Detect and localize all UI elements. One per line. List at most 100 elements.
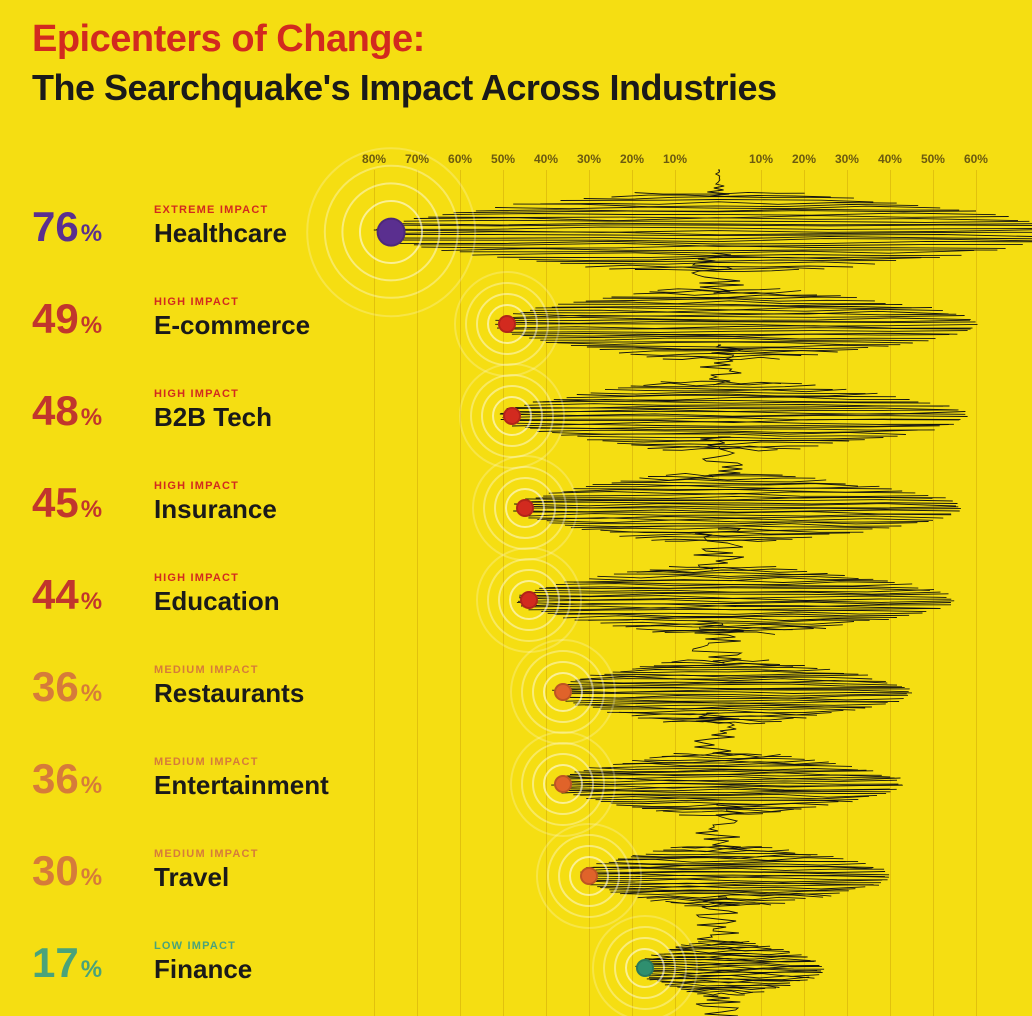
epicenter-dot: [516, 499, 534, 517]
seismograph-line: [589, 868, 885, 870]
seismograph-line: [649, 975, 815, 978]
seismograph-line: [521, 311, 949, 314]
seismograph-line: [648, 476, 796, 478]
seismograph-line: [707, 170, 729, 196]
seismograph-line: [507, 422, 954, 425]
percent-sign: %: [81, 220, 102, 248]
impact-tag: LOW IMPACT: [154, 940, 252, 952]
seismograph-line: [586, 881, 881, 884]
epicenter-dot: [498, 315, 516, 333]
industry-name: Entertainment: [154, 770, 329, 801]
percentage-block: 44%: [32, 574, 144, 616]
seismograph-line: [620, 669, 830, 672]
seismograph-line: [696, 996, 740, 1016]
percent-sign: %: [81, 864, 102, 892]
percentage-block: 76%: [32, 206, 144, 248]
infographic-root: Epicenters of Change: The Searchquake's …: [0, 0, 1032, 1016]
seismograph-line: [560, 262, 875, 264]
seismograph-line: [613, 671, 844, 673]
percent-sign: %: [81, 496, 102, 524]
seismograph-line: [619, 534, 829, 537]
seismograph-line: [507, 408, 958, 410]
seismograph-line: [614, 574, 845, 576]
seismograph-line: [543, 493, 928, 496]
percent-sign: %: [81, 312, 102, 340]
impact-tag: HIGH IMPACT: [154, 480, 277, 492]
seismograph-line: [421, 246, 1005, 249]
industry-row: 49%HIGH IMPACTE-commerce: [32, 296, 310, 341]
industry-name: Travel: [154, 862, 259, 893]
seismograph-line: [441, 249, 997, 251]
industry-name: Insurance: [154, 494, 277, 525]
seismograph-line: [561, 434, 898, 436]
seismograph-line: [636, 537, 813, 539]
percent-sign: %: [81, 588, 102, 616]
seismograph-line: [669, 950, 790, 953]
seismograph-line: [588, 619, 869, 622]
seismograph-line: [603, 440, 850, 442]
industry-row: 36%MEDIUM IMPACTEntertainment: [32, 756, 329, 801]
industry-row: 44% HIGH IMPACT Education: [32, 572, 280, 617]
epicenter-dot: [554, 683, 572, 701]
seismograph-line: [692, 253, 743, 293]
seismograph-line: [523, 605, 940, 608]
percent-sign: %: [81, 956, 102, 984]
seismograph-line: [539, 588, 930, 591]
percentage-value: 36: [32, 758, 79, 800]
industry-row: 76%EXTREME IMPACTHealthcare: [32, 204, 287, 249]
percentage-value: 49: [32, 298, 79, 340]
seismograph-line: [508, 420, 959, 423]
seismograph-line: [609, 861, 858, 864]
seismograph-line: [617, 442, 833, 445]
label-block: MEDIUM IMPACT Travel: [154, 848, 259, 893]
seismograph-line: [639, 478, 815, 480]
seismograph-line: [518, 506, 958, 508]
percentage-block: 30%: [32, 850, 144, 892]
percentage-block: 36%: [32, 758, 144, 800]
percentage-value: 76: [32, 206, 79, 248]
label-block: HIGH IMPACT Education: [154, 572, 280, 617]
industry-name: Restaurants: [154, 678, 304, 709]
seismograph-line: [476, 209, 959, 211]
percent-sign: %: [81, 404, 102, 432]
percentage-value: 44: [32, 574, 79, 616]
seismograph-line: [497, 326, 973, 329]
seismograph-line: [641, 968, 824, 970]
epicenter-dot: [580, 867, 598, 885]
impact-tag: HIGH IMPACT: [154, 572, 280, 584]
seismograph-line: [618, 388, 833, 390]
epicenter-dot: [636, 959, 654, 977]
seismograph-line: [541, 610, 926, 612]
seismograph-line: [507, 331, 968, 333]
percentage-block: 48%: [32, 390, 144, 432]
seismograph-line: [514, 504, 956, 506]
percentage-block: 36%: [32, 666, 144, 708]
percentage-block: 17%: [32, 942, 144, 984]
seismograph-line: [376, 227, 1032, 229]
seismograph-line: [495, 324, 977, 326]
seismograph-line: [631, 385, 816, 387]
seismograph-line: [562, 791, 891, 793]
label-block: LOW IMPACTFinance: [154, 940, 252, 985]
seismograph-line: [601, 622, 855, 625]
label-block: MEDIUM IMPACT Restaurants: [154, 664, 304, 709]
seismograph-line: [547, 520, 929, 523]
impact-tag: MEDIUM IMPACT: [154, 848, 259, 860]
seismograph-line: [443, 213, 996, 215]
percentage-value: 36: [32, 666, 79, 708]
seismograph-line: [523, 514, 951, 517]
impact-tag: HIGH IMPACT: [154, 388, 272, 400]
seismograph-line: [404, 220, 1030, 222]
seismograph-line: [530, 428, 935, 430]
epicenter-dot: [503, 407, 521, 425]
seismograph-line: [574, 301, 886, 304]
industry-name: Education: [154, 586, 280, 617]
impact-tag: HIGH IMPACT: [154, 296, 310, 308]
seismograph-line: [537, 518, 933, 521]
seismograph-line: [518, 600, 954, 603]
seismograph-line: [512, 333, 958, 334]
label-block: HIGH IMPACTB2B Tech: [154, 388, 272, 433]
seismograph-line: [535, 590, 934, 593]
seismograph-line: [505, 317, 970, 320]
impact-tag: MEDIUM IMPACT: [154, 664, 304, 676]
